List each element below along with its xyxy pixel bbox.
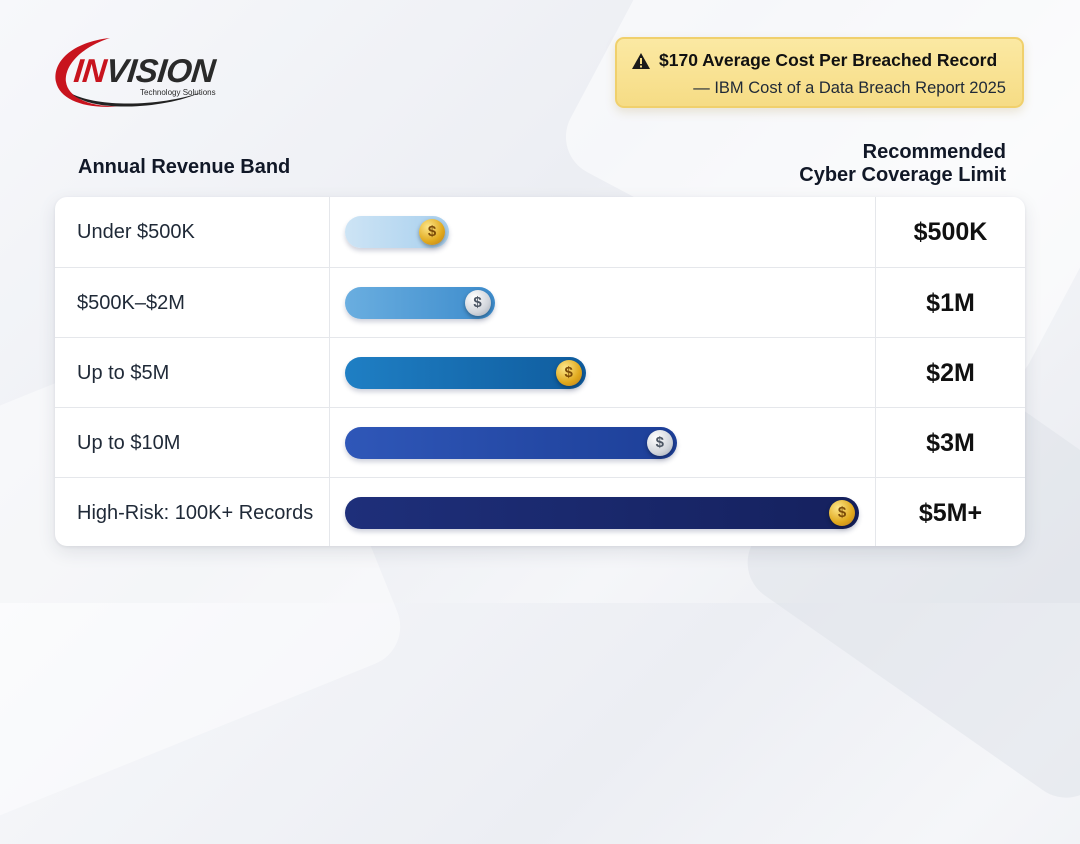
column-header-revenue-band: Annual Revenue Band	[78, 156, 291, 178]
table-row: Up to $5M $ $2M	[55, 337, 1025, 407]
revenue-band-label: Up to $10M	[77, 432, 181, 454]
coverage-table: Under $500K $ $500K $500K–$2M $ $1M Up to $5M $…	[55, 197, 1025, 546]
coverage-limit-value: $1M	[926, 289, 975, 317]
logo-wordmark: INVISION	[72, 52, 217, 89]
column-header-coverage-limit: Recommended Cyber Coverage Limit	[799, 141, 1006, 186]
column-divider	[329, 197, 330, 546]
table-row: Under $500K $ $500K	[55, 197, 1025, 267]
dollar-coin-icon: $	[555, 360, 582, 386]
invision-logo: INVISION Technology Solutions	[52, 34, 242, 114]
callout-headline: $170 Average Cost Per Breached Record	[659, 50, 998, 70]
column-divider	[875, 197, 876, 546]
coverage-bar: $	[345, 216, 449, 248]
table-row: Up to $10M $ $3M	[55, 407, 1025, 477]
logo-tagline: Technology Solutions	[140, 88, 216, 97]
logo-swoosh-icon	[55, 38, 202, 107]
coverage-bar: $	[345, 427, 677, 459]
dollar-coin-icon: $	[829, 500, 855, 526]
revenue-band-label: High-Risk: 100K+ Records	[77, 502, 314, 524]
coverage-limit-value: $5M+	[918, 499, 983, 527]
revenue-band-label: Up to $5M	[77, 362, 170, 384]
table-row: $500K–$2M $ $1M	[55, 267, 1025, 337]
breach-cost-callout: $170 Average Cost Per Breached Record — …	[615, 37, 1024, 108]
warning-icon	[632, 52, 650, 69]
coverage-limit-value: $3M	[926, 429, 975, 457]
coverage-bar: $	[345, 357, 586, 389]
revenue-band-label: Under $500K	[77, 221, 195, 243]
coverage-bar: $	[345, 497, 859, 529]
dollar-coin-icon: $	[646, 430, 673, 456]
dollar-coin-icon: $	[419, 219, 445, 245]
coverage-limit-value: $500K	[913, 218, 988, 246]
table-row: High-Risk: 100K+ Records $ $5M+	[55, 477, 1025, 546]
callout-source: — IBM Cost of a Data Breach Report 2025	[693, 79, 1006, 97]
coverage-bar: $	[345, 287, 495, 319]
coverage-limit-value: $2M	[926, 359, 975, 387]
dollar-coin-icon: $	[464, 290, 491, 316]
revenue-band-label: $500K–$2M	[77, 292, 185, 314]
